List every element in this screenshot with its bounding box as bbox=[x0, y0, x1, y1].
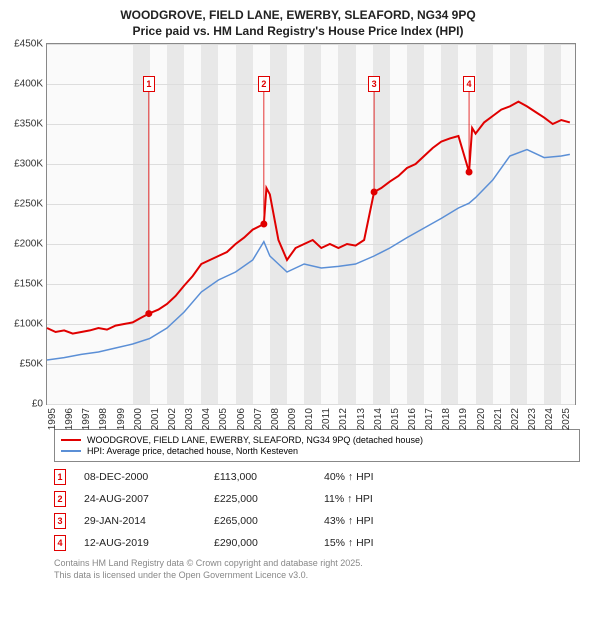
x-tick-label: 2016 bbox=[407, 408, 418, 430]
legend-swatch bbox=[61, 439, 81, 441]
footer-text: Contains HM Land Registry data © Crown c… bbox=[54, 558, 580, 581]
sales-diff: 15% ↑ HPI bbox=[324, 537, 434, 549]
marker-box: 3 bbox=[368, 76, 380, 92]
sales-date: 24-AUG-2007 bbox=[84, 493, 214, 505]
y-tick-label: £300K bbox=[14, 159, 43, 170]
sales-row: 3 29-JAN-2014£265,00043% ↑ HPI bbox=[54, 510, 580, 532]
marker-dot bbox=[371, 189, 378, 196]
series-line bbox=[47, 150, 570, 360]
x-tick-label: 2020 bbox=[476, 408, 487, 430]
x-tick-label: 2017 bbox=[424, 408, 435, 430]
x-tick-label: 2011 bbox=[321, 408, 332, 430]
y-tick-label: £400K bbox=[14, 79, 43, 90]
marker-box: 4 bbox=[463, 76, 475, 92]
title-line1: WOODGROVE, FIELD LANE, EWERBY, SLEAFORD,… bbox=[8, 8, 588, 24]
x-tick-label: 1998 bbox=[98, 408, 109, 430]
sales-diff: 40% ↑ HPI bbox=[324, 471, 434, 483]
x-tick-label: 2007 bbox=[253, 408, 264, 430]
sales-row: 4 12-AUG-2019£290,00015% ↑ HPI bbox=[54, 532, 580, 554]
footer-line2: This data is licensed under the Open Gov… bbox=[54, 570, 580, 582]
legend-label: HPI: Average price, detached house, Nort… bbox=[87, 446, 298, 456]
x-tick-label: 2005 bbox=[218, 408, 229, 430]
x-tick-label: 2010 bbox=[304, 408, 315, 430]
x-tick-label: 2000 bbox=[133, 408, 144, 430]
x-tick-label: 2013 bbox=[356, 408, 367, 430]
y-tick-label: £50K bbox=[20, 359, 43, 370]
marker-dot bbox=[145, 310, 152, 317]
marker-box: 2 bbox=[258, 76, 270, 92]
sales-row: 1 08-DEC-2000£113,00040% ↑ HPI bbox=[54, 466, 580, 488]
x-tick-label: 2001 bbox=[150, 408, 161, 430]
x-tick-label: 2012 bbox=[338, 408, 349, 430]
x-tick-label: 2003 bbox=[184, 408, 195, 430]
chart-container: WOODGROVE, FIELD LANE, EWERBY, SLEAFORD,… bbox=[0, 0, 600, 620]
line-svg bbox=[47, 44, 575, 404]
x-tick-label: 1999 bbox=[116, 408, 127, 430]
sales-date: 12-AUG-2019 bbox=[84, 537, 214, 549]
x-tick-label: 1997 bbox=[81, 408, 92, 430]
x-tick-label: 2022 bbox=[510, 408, 521, 430]
sales-index: 4 bbox=[54, 535, 66, 551]
x-tick-label: 2002 bbox=[167, 408, 178, 430]
marker-box: 1 bbox=[143, 76, 155, 92]
sales-date: 29-JAN-2014 bbox=[84, 515, 214, 527]
x-tick-label: 2023 bbox=[527, 408, 538, 430]
legend-row: WOODGROVE, FIELD LANE, EWERBY, SLEAFORD,… bbox=[61, 435, 573, 445]
x-tick-label: 2009 bbox=[287, 408, 298, 430]
y-tick-label: £100K bbox=[14, 319, 43, 330]
x-tick-label: 2015 bbox=[390, 408, 401, 430]
sales-price: £225,000 bbox=[214, 493, 324, 505]
sales-index: 3 bbox=[54, 513, 66, 529]
x-tick-label: 2006 bbox=[236, 408, 247, 430]
sales-date: 08-DEC-2000 bbox=[84, 471, 214, 483]
x-tick-label: 2014 bbox=[373, 408, 384, 430]
legend-row: HPI: Average price, detached house, Nort… bbox=[61, 446, 573, 456]
x-tick-label: 2024 bbox=[544, 408, 555, 430]
x-tick-label: 2004 bbox=[201, 408, 212, 430]
sales-price: £265,000 bbox=[214, 515, 324, 527]
plot-area: £0£50K£100K£150K£200K£250K£300K£350K£400… bbox=[46, 43, 576, 423]
legend: WOODGROVE, FIELD LANE, EWERBY, SLEAFORD,… bbox=[54, 429, 580, 462]
y-tick-label: £450K bbox=[14, 39, 43, 50]
sales-table: 1 08-DEC-2000£113,00040% ↑ HPI 2 24-AUG-200… bbox=[54, 466, 580, 554]
sales-index: 2 bbox=[54, 491, 66, 507]
y-tick-label: £250K bbox=[14, 199, 43, 210]
y-gridline bbox=[47, 404, 575, 405]
title-line2: Price paid vs. HM Land Registry's House … bbox=[8, 24, 588, 40]
legend-label: WOODGROVE, FIELD LANE, EWERBY, SLEAFORD,… bbox=[87, 435, 423, 445]
x-tick-label: 2019 bbox=[458, 408, 469, 430]
sales-row: 2 24-AUG-2007£225,00011% ↑ HPI bbox=[54, 488, 580, 510]
x-tick-label: 2018 bbox=[441, 408, 452, 430]
x-tick-label: 2008 bbox=[270, 408, 281, 430]
y-tick-label: £350K bbox=[14, 119, 43, 130]
y-tick-label: £0 bbox=[32, 399, 43, 410]
legend-swatch bbox=[61, 450, 81, 452]
sales-index: 1 bbox=[54, 469, 66, 485]
sales-price: £113,000 bbox=[214, 471, 324, 483]
sales-diff: 43% ↑ HPI bbox=[324, 515, 434, 527]
x-tick-label: 1996 bbox=[64, 408, 75, 430]
plot-inner: £0£50K£100K£150K£200K£250K£300K£350K£400… bbox=[46, 43, 576, 405]
chart-title: WOODGROVE, FIELD LANE, EWERBY, SLEAFORD,… bbox=[8, 8, 588, 39]
x-tick-label: 2025 bbox=[561, 408, 572, 430]
marker-dot bbox=[260, 221, 267, 228]
sales-price: £290,000 bbox=[214, 537, 324, 549]
series-line bbox=[47, 102, 570, 334]
y-tick-label: £150K bbox=[14, 279, 43, 290]
footer-line1: Contains HM Land Registry data © Crown c… bbox=[54, 558, 580, 570]
y-tick-label: £200K bbox=[14, 239, 43, 250]
marker-dot bbox=[466, 169, 473, 176]
x-tick-label: 2021 bbox=[493, 408, 504, 430]
x-tick-label: 1995 bbox=[47, 408, 58, 430]
sales-diff: 11% ↑ HPI bbox=[324, 493, 434, 505]
